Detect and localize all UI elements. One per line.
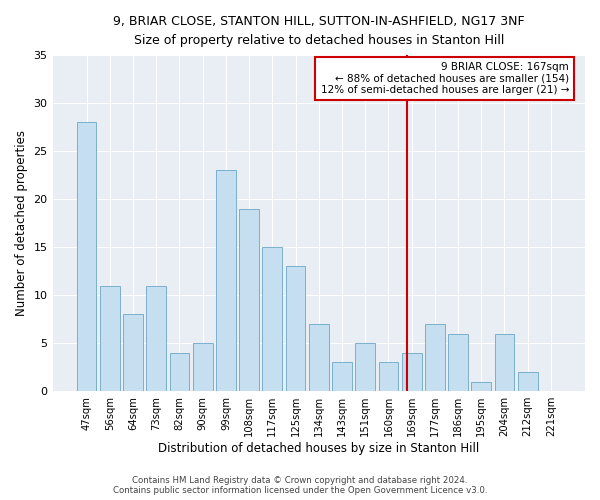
Text: Contains HM Land Registry data © Crown copyright and database right 2024.
Contai: Contains HM Land Registry data © Crown c… <box>113 476 487 495</box>
Bar <box>262 247 282 391</box>
Title: 9, BRIAR CLOSE, STANTON HILL, SUTTON-IN-ASHFIELD, NG17 3NF
Size of property rela: 9, BRIAR CLOSE, STANTON HILL, SUTTON-IN-… <box>113 15 524 47</box>
Bar <box>494 334 514 391</box>
Bar <box>170 353 190 391</box>
Bar <box>448 334 468 391</box>
X-axis label: Distribution of detached houses by size in Stanton Hill: Distribution of detached houses by size … <box>158 442 479 455</box>
Text: 9 BRIAR CLOSE: 167sqm
← 88% of detached houses are smaller (154)
12% of semi-det: 9 BRIAR CLOSE: 167sqm ← 88% of detached … <box>320 62 569 95</box>
Bar <box>425 324 445 391</box>
Bar <box>355 343 375 391</box>
Bar <box>193 343 212 391</box>
Bar <box>216 170 236 391</box>
Bar <box>472 382 491 391</box>
Y-axis label: Number of detached properties: Number of detached properties <box>15 130 28 316</box>
Bar <box>239 209 259 391</box>
Bar <box>123 314 143 391</box>
Bar <box>100 286 119 391</box>
Bar <box>286 266 305 391</box>
Bar <box>77 122 97 391</box>
Bar <box>379 362 398 391</box>
Bar <box>518 372 538 391</box>
Bar <box>309 324 329 391</box>
Bar <box>402 353 422 391</box>
Bar <box>332 362 352 391</box>
Bar <box>146 286 166 391</box>
